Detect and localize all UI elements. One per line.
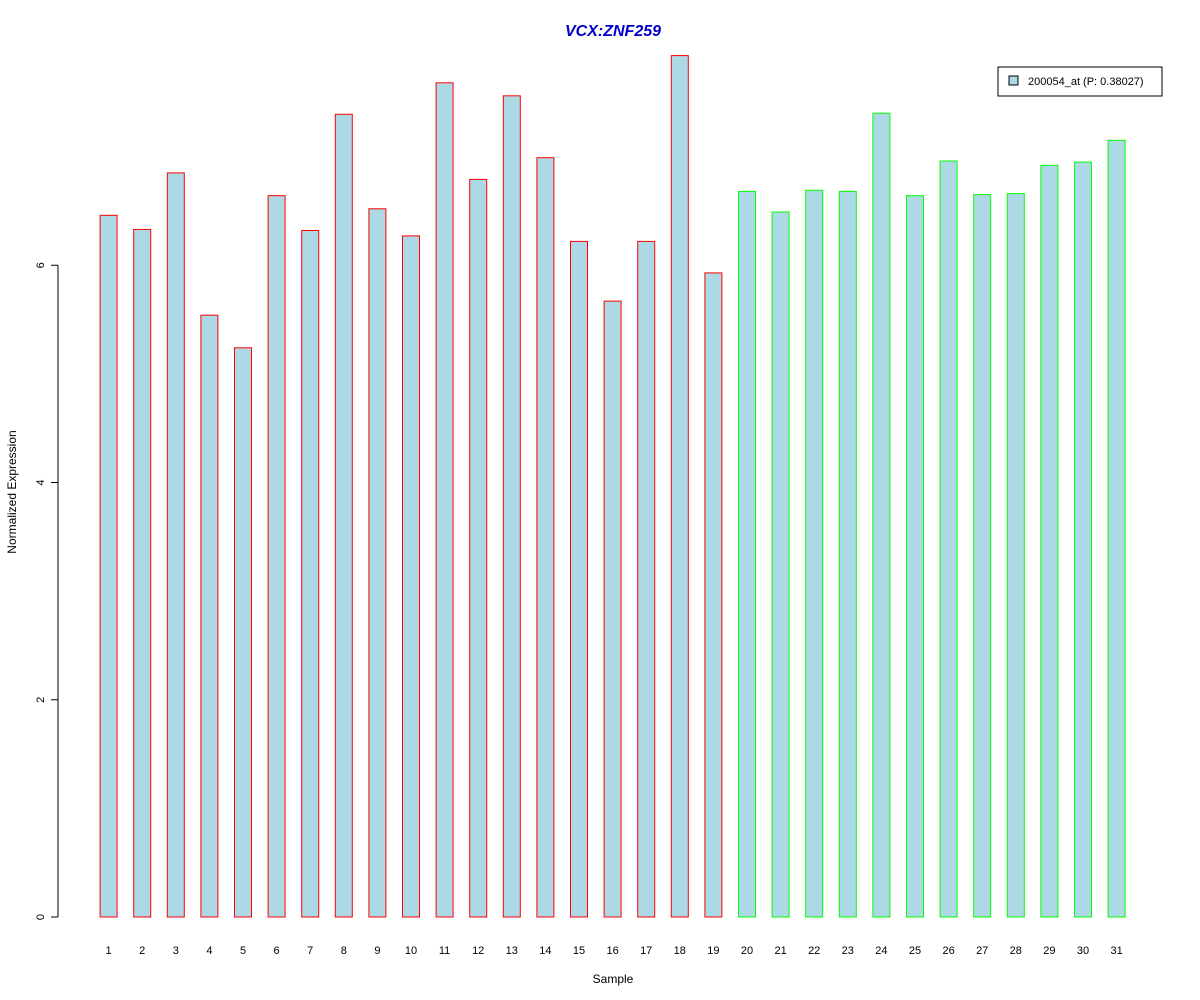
x-tick-label: 23 bbox=[842, 945, 854, 957]
x-tick-label: 25 bbox=[909, 945, 921, 957]
bar-sample-27 bbox=[973, 194, 992, 918]
x-tick-label: 15 bbox=[573, 945, 585, 957]
x-tick-label: 8 bbox=[341, 945, 347, 957]
bar-sample-1 bbox=[99, 214, 118, 918]
bar-sample-25 bbox=[906, 195, 924, 918]
x-tick-label: 11 bbox=[439, 945, 450, 957]
bar-sample-23 bbox=[838, 190, 857, 918]
bar-sample-30 bbox=[1074, 161, 1092, 918]
x-tick-label: 29 bbox=[1043, 945, 1055, 957]
chart-title: VCX:ZNF259 bbox=[565, 23, 661, 40]
bar-sample-16 bbox=[603, 300, 622, 918]
x-tick-label: 1 bbox=[106, 945, 112, 957]
x-tick-labels: 1 2 3 4 5 6 7 8 9 10 11 12 13 14 15 16 17 18 19 20 21 22 23 24 2… bbox=[106, 945, 1123, 957]
bar-sample-4 bbox=[200, 314, 219, 918]
bar-sample-21 bbox=[771, 211, 790, 918]
x-tick-label: 28 bbox=[1010, 945, 1022, 957]
legend: 200054_at (P: 0.38027) bbox=[997, 66, 1163, 97]
x-tick-label: 20 bbox=[741, 945, 753, 957]
bar-sample-22 bbox=[805, 189, 824, 918]
x-tick-label: 17 bbox=[640, 945, 652, 957]
x-tick-label: 6 bbox=[274, 945, 280, 957]
x-tick-label: 10 bbox=[405, 945, 417, 957]
bar-sample-11 bbox=[435, 82, 454, 918]
x-tick-label: 27 bbox=[976, 945, 988, 957]
bar-sample-14 bbox=[536, 157, 555, 918]
x-tick-label: 26 bbox=[942, 945, 954, 957]
bar-sample-2 bbox=[133, 228, 152, 918]
bar-sample-15 bbox=[570, 240, 588, 918]
y-axis: 0 2 4 6 bbox=[35, 262, 59, 920]
legend-swatch bbox=[1008, 75, 1019, 86]
bar-sample-24 bbox=[872, 112, 891, 918]
x-tick-label: 30 bbox=[1077, 945, 1089, 957]
bar-sample-12 bbox=[469, 178, 488, 918]
x-tick-label: 24 bbox=[875, 945, 887, 957]
x-tick-label: 31 bbox=[1110, 945, 1122, 957]
x-tick-label: 12 bbox=[472, 945, 484, 957]
bar-sample-18 bbox=[670, 55, 689, 918]
bar-sample-29 bbox=[1040, 164, 1059, 918]
y-axis-label: Normalized Expression bbox=[5, 430, 19, 553]
bar-sample-28 bbox=[1006, 193, 1025, 918]
x-tick-label: 14 bbox=[539, 945, 551, 957]
x-tick-label: 9 bbox=[374, 945, 380, 957]
y-tick-label: 4 bbox=[35, 479, 47, 485]
bar-sample-31 bbox=[1107, 139, 1126, 918]
x-tick-label: 3 bbox=[173, 945, 179, 957]
x-tick-label: 7 bbox=[307, 945, 313, 957]
bar-sample-3 bbox=[166, 172, 185, 918]
bar-sample-20 bbox=[738, 190, 756, 918]
legend-label: 200054_at (P: 0.38027) bbox=[1028, 76, 1144, 88]
bar-sample-26 bbox=[939, 160, 958, 918]
bar-sample-6 bbox=[267, 195, 286, 918]
bar-sample-13 bbox=[502, 95, 521, 918]
x-tick-label: 22 bbox=[808, 945, 820, 957]
bars-group bbox=[99, 55, 1126, 918]
x-tick-label: 19 bbox=[707, 945, 719, 957]
y-tick-label: 0 bbox=[35, 914, 47, 920]
x-tick-label: 5 bbox=[240, 945, 246, 957]
x-tick-label: 13 bbox=[506, 945, 518, 957]
x-axis-label: Sample bbox=[593, 972, 634, 986]
bar-sample-5 bbox=[234, 347, 252, 918]
y-tick-label: 6 bbox=[35, 262, 47, 268]
x-tick-label: 2 bbox=[139, 945, 145, 957]
x-tick-label: 18 bbox=[674, 945, 686, 957]
bar-sample-8 bbox=[334, 113, 353, 918]
bar-sample-19 bbox=[704, 272, 723, 918]
bar-sample-17 bbox=[637, 240, 656, 918]
x-tick-label: 16 bbox=[606, 945, 618, 957]
x-tick-label: 4 bbox=[206, 945, 212, 957]
bar-sample-7 bbox=[301, 230, 320, 918]
legend-box bbox=[997, 66, 1163, 97]
bar-sample-9 bbox=[368, 208, 387, 918]
bar-sample-10 bbox=[402, 235, 420, 918]
x-tick-label: 21 bbox=[774, 945, 786, 957]
y-tick-label: 2 bbox=[35, 697, 47, 703]
